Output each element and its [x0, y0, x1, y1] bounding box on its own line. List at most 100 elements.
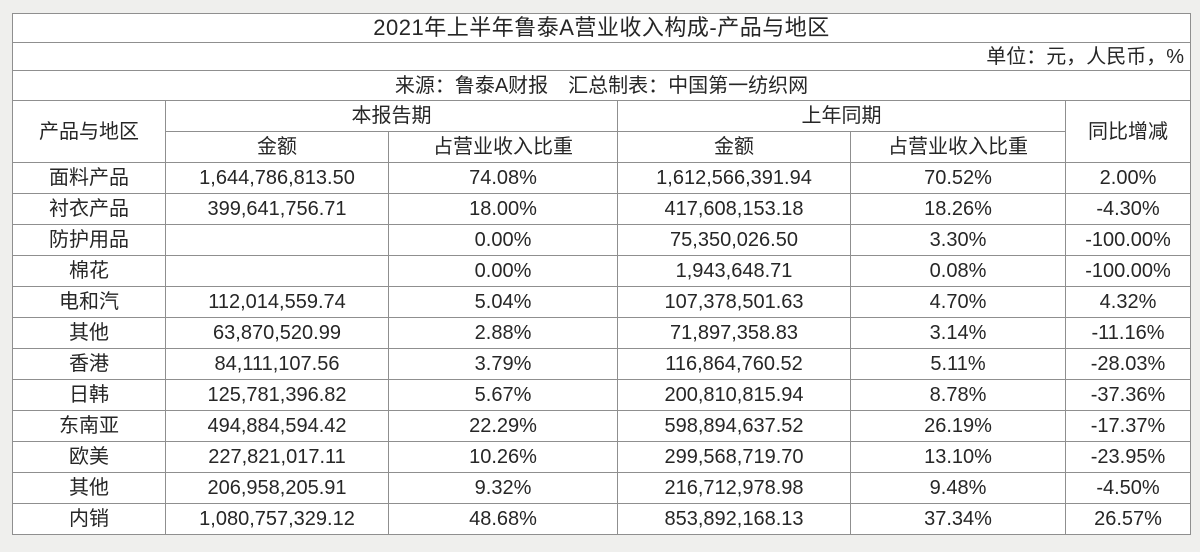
current-share-cell: 10.26% — [388, 441, 618, 473]
yoy-cell: 4.32% — [1064, 286, 1192, 318]
yoy-cell: -100.00% — [1064, 224, 1192, 256]
prior-amount-cell: 853,892,168.13 — [617, 503, 851, 535]
current-amount-cell: 1,644,786,813.50 — [165, 162, 389, 194]
row-label: 防护用品 — [12, 224, 166, 256]
table-row: 东南亚 494,884,594.42 22.29% 598,894,637.52 26.… — [12, 410, 1192, 442]
prior-share-cell: 26.19% — [850, 410, 1066, 442]
prior-share-cell: 3.14% — [850, 317, 1066, 349]
yoy-cell: 26.57% — [1064, 503, 1192, 535]
col-header-current-share: 占营业收入比重 — [388, 131, 618, 163]
prior-share-cell: 8.78% — [850, 379, 1066, 411]
table-row: 电和汽 112,014,559.74 5.04% 107,378,501.63 4.70… — [12, 286, 1192, 318]
current-amount-cell — [165, 255, 389, 287]
current-share-cell: 9.32% — [388, 472, 618, 504]
table-row: 欧美 227,821,017.11 10.26% 299,568,719.70 13.1… — [12, 441, 1192, 473]
table-row: 其他 206,958,205.91 9.32% 216,712,978.98 9.48%… — [12, 472, 1192, 504]
table-title: 2021年上半年鲁泰A营业收入构成-产品与地区 — [11, 13, 1192, 43]
prior-share-cell: 0.08% — [850, 255, 1066, 287]
prior-amount-cell: 216,712,978.98 — [617, 472, 851, 504]
prior-share-cell: 9.48% — [850, 472, 1066, 504]
prior-amount-cell: 1,612,566,391.94 — [617, 162, 851, 194]
current-amount-cell: 84,111,107.56 — [165, 348, 389, 380]
col-header-product-region: 产品与地区 — [12, 100, 166, 163]
yoy-cell: -100.00% — [1064, 255, 1192, 287]
table-row: 其他 63,870,520.99 2.88% 71,897,358.83 3.14% -1… — [12, 317, 1192, 349]
table-row: 香港 84,111,107.56 3.79% 116,864,760.52 5.11% -… — [12, 348, 1192, 380]
prior-share-cell: 70.52% — [850, 162, 1066, 194]
current-share-cell: 5.04% — [388, 286, 618, 318]
table-row: 日韩 125,781,396.82 5.67% 200,810,815.94 8.78%… — [12, 379, 1192, 411]
yoy-cell: -11.16% — [1064, 317, 1192, 349]
col-header-yoy: 同比增减 — [1064, 100, 1192, 163]
row-label: 衬衣产品 — [12, 193, 166, 225]
row-label: 香港 — [12, 348, 166, 380]
table-row: 内销 1,080,757,329.12 48.68% 853,892,168.13 37… — [12, 503, 1192, 535]
row-label: 其他 — [12, 472, 166, 504]
prior-amount-cell: 417,608,153.18 — [617, 193, 851, 225]
row-label: 面料产品 — [12, 162, 166, 194]
row-label: 内销 — [12, 503, 166, 535]
header-row-2: 金额 占营业收入比重 金额 占营业收入比重 — [13, 131, 1191, 163]
prior-share-cell: 3.30% — [850, 224, 1066, 256]
prior-share-cell: 18.26% — [850, 193, 1066, 225]
current-share-cell: 22.29% — [388, 410, 618, 442]
col-header-prior-share: 占营业收入比重 — [850, 131, 1066, 163]
yoy-cell: -23.95% — [1064, 441, 1192, 473]
prior-share-cell: 37.34% — [850, 503, 1066, 535]
unit-note: 单位：元，人民币，% — [11, 42, 1192, 71]
current-amount-cell: 1,080,757,329.12 — [165, 503, 389, 535]
revenue-composition-table: 2021年上半年鲁泰A营业收入构成-产品与地区 单位：元，人民币，% 来源：鲁泰… — [11, 13, 1192, 535]
current-share-cell: 3.79% — [388, 348, 618, 380]
table-row: 棉花 0.00% 1,943,648.71 0.08% -100.00% — [12, 255, 1192, 287]
row-label: 其他 — [12, 317, 166, 349]
yoy-cell: -28.03% — [1064, 348, 1192, 380]
current-share-cell: 18.00% — [388, 193, 618, 225]
prior-amount-cell: 116,864,760.52 — [617, 348, 851, 380]
yoy-cell: -17.37% — [1064, 410, 1192, 442]
table-row: 面料产品 1,644,786,813.50 74.08% 1,612,566,391.… — [12, 162, 1192, 194]
header-row-1: 产品与地区 本报告期 上年同期 同比增减 — [12, 100, 1192, 163]
prior-amount-cell: 71,897,358.83 — [617, 317, 851, 349]
row-label: 电和汽 — [12, 286, 166, 318]
prior-amount-cell: 1,943,648.71 — [617, 255, 851, 287]
yoy-cell: -4.30% — [1064, 193, 1192, 225]
current-amount-cell: 125,781,396.82 — [165, 379, 389, 411]
table-row: 衬衣产品 399,641,756.71 18.00% 417,608,153.18 18… — [12, 193, 1192, 225]
current-share-cell: 74.08% — [388, 162, 618, 194]
prior-share-cell: 13.10% — [850, 441, 1066, 473]
current-amount-cell: 227,821,017.11 — [165, 441, 389, 473]
prior-amount-cell: 598,894,637.52 — [617, 410, 851, 442]
title-row: 2021年上半年鲁泰A营业收入构成-产品与地区 — [11, 13, 1192, 43]
source-row: 来源：鲁泰A财报 汇总制表：中国第一纺织网 — [11, 70, 1192, 101]
source-note: 来源：鲁泰A财报 汇总制表：中国第一纺织网 — [11, 70, 1192, 101]
row-label: 日韩 — [12, 379, 166, 411]
current-amount-cell: 399,641,756.71 — [165, 193, 389, 225]
row-label: 欧美 — [12, 441, 166, 473]
col-header-prior-amount: 金额 — [617, 131, 851, 163]
current-amount-cell: 63,870,520.99 — [165, 317, 389, 349]
current-amount-cell: 494,884,594.42 — [165, 410, 389, 442]
prior-share-cell: 5.11% — [850, 348, 1066, 380]
row-label: 棉花 — [12, 255, 166, 287]
yoy-cell: 2.00% — [1064, 162, 1192, 194]
current-amount-cell: 206,958,205.91 — [165, 472, 389, 504]
col-header-prior-period: 上年同期 — [617, 100, 1066, 132]
prior-amount-cell: 107,378,501.63 — [617, 286, 851, 318]
col-header-current-period: 本报告期 — [165, 100, 618, 132]
unit-row: 单位：元，人民币，% — [11, 42, 1192, 71]
yoy-cell: -37.36% — [1064, 379, 1192, 411]
current-share-cell: 5.67% — [388, 379, 618, 411]
table-body: 面料产品 1,644,786,813.50 74.08% 1,612,566,391.… — [12, 162, 1192, 535]
row-label: 东南亚 — [12, 410, 166, 442]
prior-amount-cell: 200,810,815.94 — [617, 379, 851, 411]
current-share-cell: 48.68% — [388, 503, 618, 535]
current-share-cell: 0.00% — [388, 255, 618, 287]
current-amount-cell — [165, 224, 389, 256]
yoy-cell: -4.50% — [1064, 472, 1192, 504]
col-header-current-amount: 金额 — [165, 131, 389, 163]
table-row: 防护用品 0.00% 75,350,026.50 3.30% -100.00% — [12, 224, 1192, 256]
current-share-cell: 2.88% — [388, 317, 618, 349]
current-amount-cell: 112,014,559.74 — [165, 286, 389, 318]
prior-amount-cell: 75,350,026.50 — [617, 224, 851, 256]
